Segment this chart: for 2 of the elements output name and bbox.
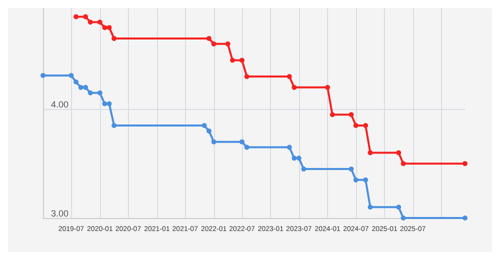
- y-tick-label: 4.00: [51, 100, 69, 110]
- y-tick-label: 3.00: [51, 208, 69, 218]
